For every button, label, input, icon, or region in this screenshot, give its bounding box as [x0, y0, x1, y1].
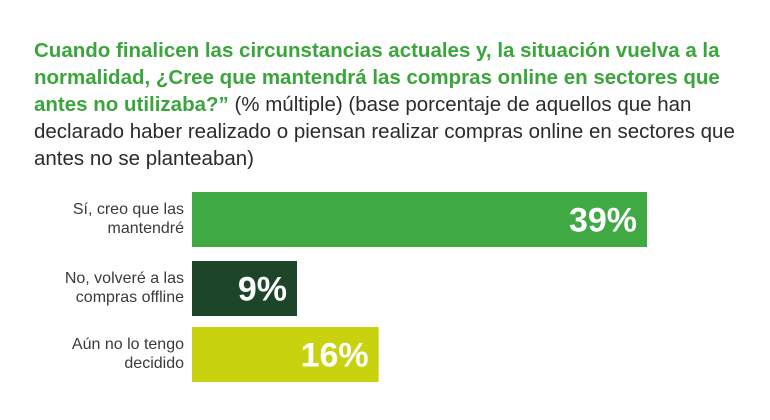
data-label: 16% — [301, 337, 369, 375]
category-label: Sí, creo que las — [73, 201, 184, 218]
data-label: 39% — [569, 202, 637, 240]
bar-group: 16% Aún no lo tengo decidido — [72, 327, 379, 382]
category-label: Aún no lo tengo — [72, 336, 184, 353]
bar-group: 39% Sí, creo que las mantendré — [73, 192, 647, 247]
chart-title: Cuando finalicen las circunstancias actu… — [34, 37, 754, 172]
category-label: No, volveré a las — [65, 270, 184, 287]
bar-group: 9% No, volveré a las compras offline — [65, 261, 297, 316]
bar — [192, 261, 297, 316]
title-note: (% múltiple) (base porcentaje de aquello… — [34, 93, 735, 170]
bar — [192, 192, 647, 247]
category-label: compras offline — [76, 289, 184, 306]
data-label: 9% — [238, 271, 287, 309]
category-label: decidido — [124, 355, 184, 372]
title-question: Cuando finalicen las circunstancias actu… — [34, 39, 720, 116]
bar — [192, 327, 379, 382]
category-label: mantendré — [108, 220, 185, 237]
